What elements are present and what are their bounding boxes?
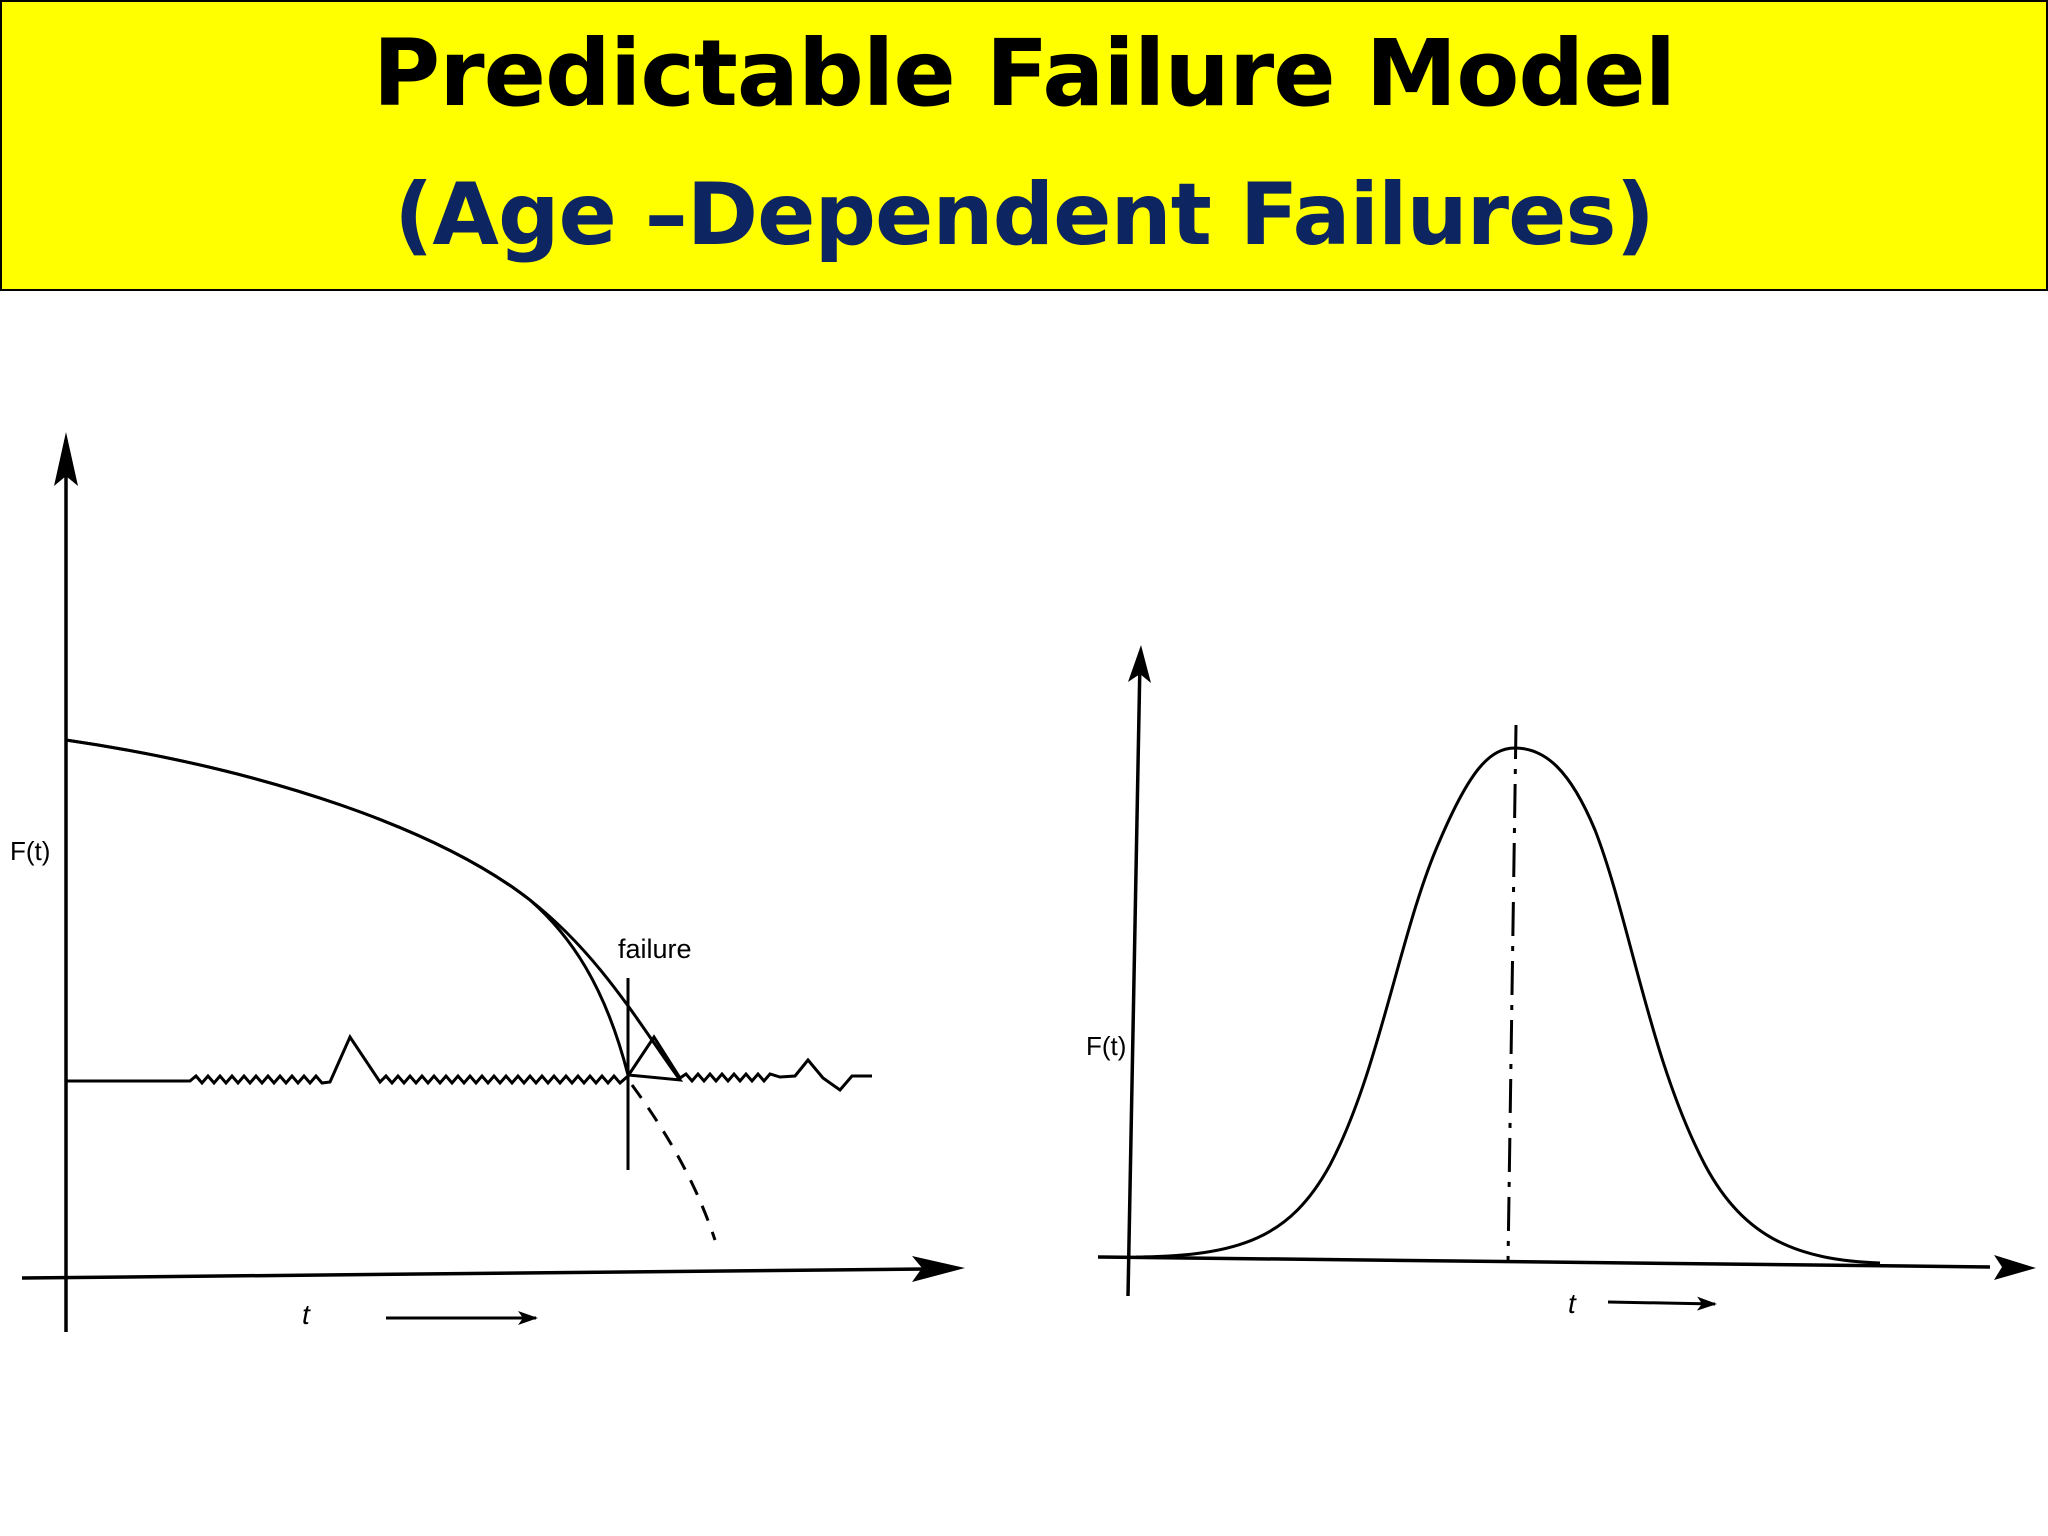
right-y-axis	[1126, 659, 1142, 1297]
right-x-axis	[1097, 1255, 1991, 1269]
post-failure-dashed-curve	[630, 1084, 717, 1241]
slide-title: Predictable Failure Model	[372, 20, 1676, 127]
failure-label: failure	[618, 934, 692, 964]
right-y-axis-label: F(t)	[1086, 1031, 1126, 1061]
right-x-axis-arrowhead	[1994, 1255, 2036, 1280]
peak-center-line	[1506, 724, 1518, 1263]
left-diagram: failure F(t) t	[10, 432, 965, 1332]
slide-subtitle: (Age –Dependent Failures)	[394, 165, 1655, 265]
left-y-axis-arrowhead	[54, 432, 78, 486]
left-x-axis-arrowhead	[912, 1256, 965, 1282]
right-y-axis-arrowhead	[1128, 645, 1151, 683]
right-x-axis-label: t	[1568, 1288, 1577, 1319]
resistance-curve	[65, 738, 684, 1082]
left-x-axis-label: t	[302, 1299, 311, 1330]
stress-line	[66, 1033, 872, 1093]
right-time-arrow	[1607, 1296, 1717, 1311]
left-x-axis	[21, 1267, 926, 1280]
title-banner: Predictable Failure Model (Age –Dependen…	[0, 0, 2048, 291]
right-diagram: F(t) t	[1086, 645, 2036, 1319]
left-y-axis-label: F(t)	[10, 836, 50, 866]
resistance-curve-main	[65, 738, 630, 1076]
